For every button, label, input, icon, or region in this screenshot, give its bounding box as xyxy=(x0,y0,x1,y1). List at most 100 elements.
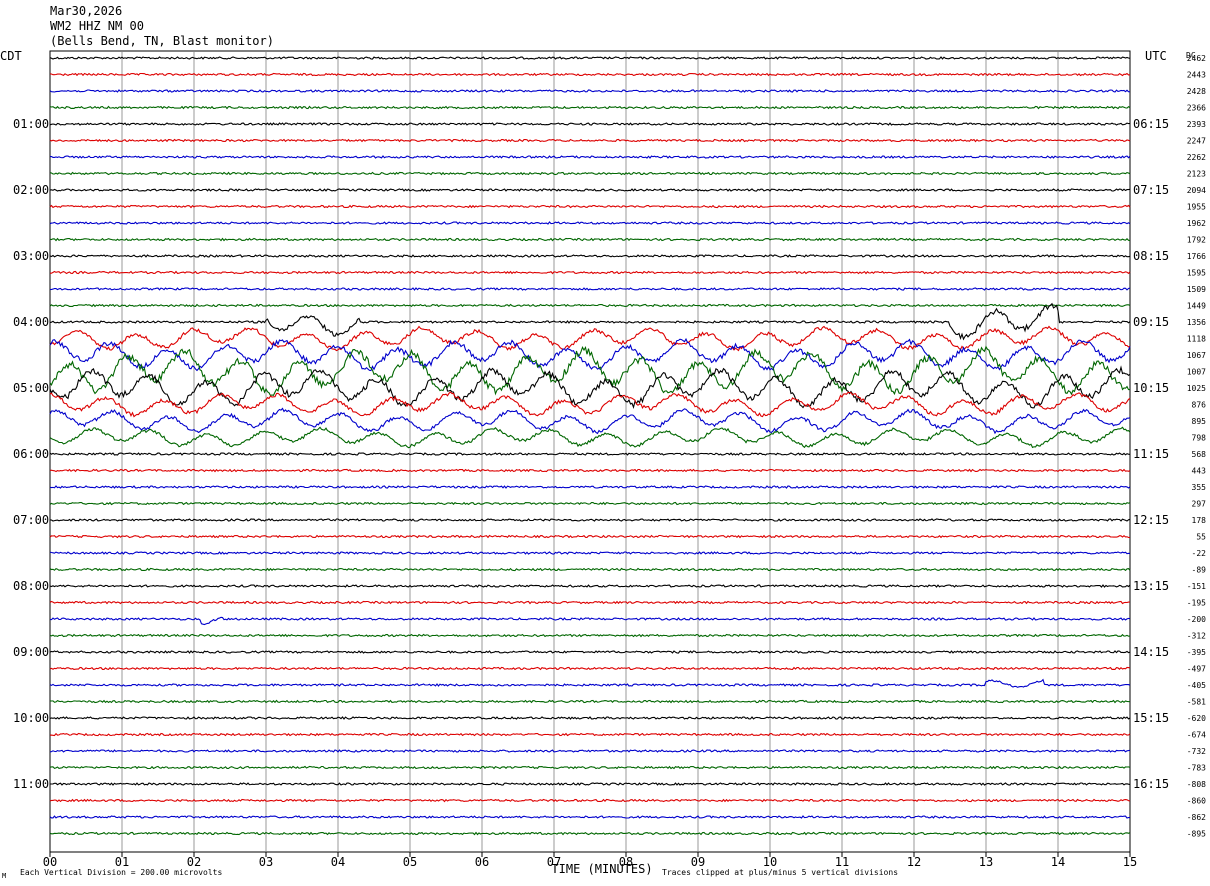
cdt-hour-label: 01:00 xyxy=(13,117,49,131)
utc-hour-label: 14:15 xyxy=(1133,645,1169,659)
seismic-trace-line xyxy=(49,600,1131,605)
dc-offset-value: -22 xyxy=(1192,549,1207,558)
seismic-trace-line xyxy=(49,732,1131,737)
seismic-trace-line xyxy=(49,365,1131,409)
plot-frame xyxy=(49,50,1131,853)
seismic-trace-line xyxy=(49,815,1130,819)
seismic-trace-line xyxy=(49,171,1131,176)
dc-offset-value: -862 xyxy=(1187,813,1206,822)
seismic-trace-line xyxy=(49,567,1131,572)
station-location: (Bells Bend, TN, Blast monitor) xyxy=(50,34,274,48)
seismic-trace-line xyxy=(49,56,1131,60)
cdt-hour-label: 11:00 xyxy=(13,777,49,791)
seismic-trace-line xyxy=(49,345,1130,397)
dc-offset-value: 1356 xyxy=(1187,318,1206,327)
dc-offset-value: -581 xyxy=(1187,698,1206,707)
left-timezone-label: CDT xyxy=(0,49,22,63)
seismic-trace-line xyxy=(49,426,1131,449)
station-code: WM2 HHZ NM 00 xyxy=(50,19,144,33)
seismic-trace-line xyxy=(49,122,1131,126)
dc-header-label: DC xyxy=(1186,51,1196,60)
dc-offset-value: -151 xyxy=(1187,582,1206,591)
utc-hour-label: 09:15 xyxy=(1133,315,1169,329)
cdt-hour-label: 06:00 xyxy=(13,447,49,461)
dc-offset-value: 2094 xyxy=(1187,186,1206,195)
utc-hour-label: 16:15 xyxy=(1133,777,1169,791)
dc-offset-value: -808 xyxy=(1187,780,1206,789)
cdt-hour-label: 04:00 xyxy=(13,315,49,329)
dc-offset-value: -405 xyxy=(1187,681,1206,690)
seismic-trace-line xyxy=(50,616,1131,626)
x-tick-label: 00 xyxy=(43,855,57,869)
seismic-trace-line xyxy=(49,501,1131,506)
x-tick-label: 15 xyxy=(1123,855,1137,869)
seismic-trace-line xyxy=(49,89,1131,93)
dc-offset-value: -895 xyxy=(1187,830,1206,839)
cdt-hour-label: 10:00 xyxy=(13,711,49,725)
dc-offset-value: 1766 xyxy=(1187,252,1206,261)
right-timezone-label: UTC xyxy=(1145,49,1167,63)
x-tick-label: 14 xyxy=(1051,855,1065,869)
dc-offset-value: 2428 xyxy=(1187,87,1206,96)
x-tick-label: 13 xyxy=(979,855,993,869)
utc-hour-label: 12:15 xyxy=(1133,513,1169,527)
seismic-trace-line xyxy=(49,765,1131,770)
dc-offset-value: 568 xyxy=(1192,450,1207,459)
seismic-trace-line xyxy=(49,237,1131,242)
seismic-trace-line xyxy=(50,782,1131,786)
dc-offset-value: 2123 xyxy=(1187,170,1206,179)
seismic-trace-line xyxy=(49,302,1131,341)
cdt-hour-label: 09:00 xyxy=(13,645,49,659)
seismic-trace-line xyxy=(49,407,1131,435)
seismic-trace-line xyxy=(49,633,1131,638)
x-tick-label: 08 xyxy=(619,855,633,869)
utc-hour-label: 15:15 xyxy=(1133,711,1169,725)
dc-offset-value: 895 xyxy=(1192,417,1207,426)
utc-hour-label: 13:15 xyxy=(1133,579,1169,593)
dc-offset-value: 1025 xyxy=(1187,384,1206,393)
dc-offset-value: 798 xyxy=(1192,434,1207,443)
seismic-trace-line xyxy=(49,518,1131,522)
dc-offset-value: 1962 xyxy=(1187,219,1206,228)
dc-offset-value: 1449 xyxy=(1187,302,1206,311)
dc-offset-value: -732 xyxy=(1187,747,1206,756)
x-tick-label: 12 xyxy=(907,855,921,869)
seismic-trace-line xyxy=(49,325,1131,352)
seismic-trace-line xyxy=(50,270,1131,275)
seismic-trace-line xyxy=(49,678,1131,688)
dc-offset-value: 876 xyxy=(1192,401,1207,410)
x-tick-label: 06 xyxy=(475,855,489,869)
x-tick-label: 07 xyxy=(547,855,561,869)
dc-offset-value: 1595 xyxy=(1187,269,1206,278)
seismic-trace-line xyxy=(49,287,1131,291)
seismic-trace-line xyxy=(49,699,1131,704)
seismic-trace-line xyxy=(49,391,1131,418)
cdt-hour-label: 07:00 xyxy=(13,513,49,527)
seismic-trace-line xyxy=(49,188,1131,192)
dc-offset-value: 2262 xyxy=(1187,153,1206,162)
vertical-scale-note: Each Vertical Division = 200.00 microvol… xyxy=(20,868,222,877)
seismic-trace-line xyxy=(49,254,1131,258)
dc-offset-value: 443 xyxy=(1192,467,1207,476)
dc-offset-value: -860 xyxy=(1187,797,1206,806)
clipping-note: Traces clipped at plus/minus 5 vertical … xyxy=(662,868,898,877)
dc-offset-value: 1792 xyxy=(1187,236,1206,245)
cdt-hour-label: 02:00 xyxy=(13,183,49,197)
x-tick-label: 11 xyxy=(835,855,849,869)
dc-offset-value: 1007 xyxy=(1187,368,1206,377)
seismic-trace-line xyxy=(49,468,1131,473)
dc-offset-value: 355 xyxy=(1192,483,1207,492)
dc-offset-value: 1509 xyxy=(1187,285,1206,294)
seismic-trace-line xyxy=(49,138,1131,143)
corner-mark: M xyxy=(2,872,6,880)
x-axis-title: TIME (MINUTES) xyxy=(551,862,652,876)
x-tick-label: 05 xyxy=(403,855,417,869)
seismic-trace-line xyxy=(49,749,1131,753)
dc-offset-value: 1955 xyxy=(1187,203,1206,212)
dc-offset-value: -195 xyxy=(1187,599,1206,608)
seismic-trace-line xyxy=(49,534,1131,539)
seismic-trace-line xyxy=(49,204,1131,209)
x-tick-label: 10 xyxy=(763,855,777,869)
seismic-trace-line xyxy=(49,666,1131,671)
